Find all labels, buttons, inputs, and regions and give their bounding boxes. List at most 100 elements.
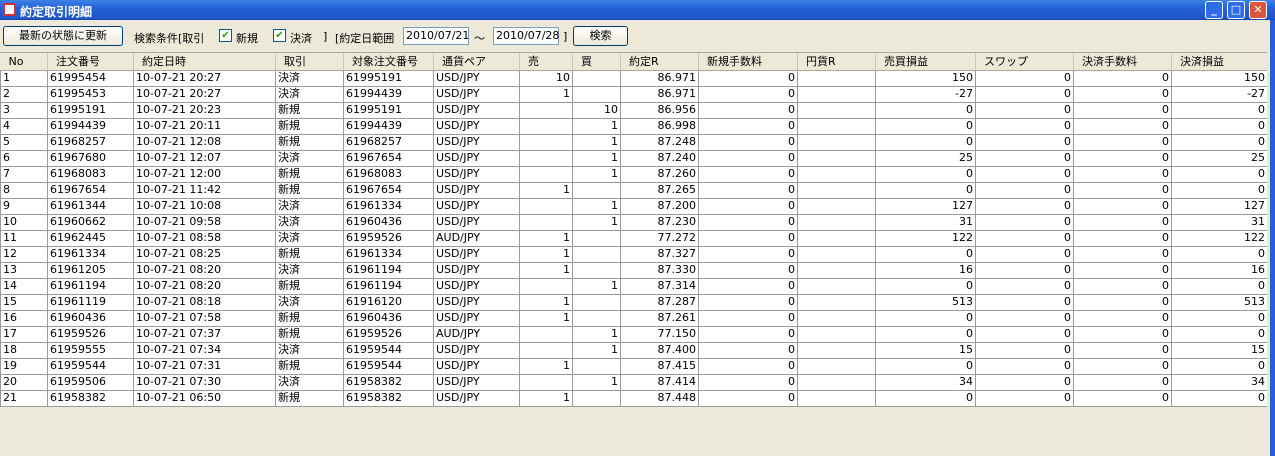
table-cell: 0: [698, 181, 798, 199]
column-header[interactable]: 注文番号: [47, 53, 134, 71]
column-header[interactable]: スワップ: [975, 53, 1074, 71]
table-cell: 61995453: [47, 85, 134, 103]
table-row[interactable]: 18 61959555 10-07-21 07:34 決済 61959544 USD/JP…: [0, 341, 1268, 359]
table-cell: [519, 373, 573, 391]
table-cell: 0: [875, 357, 976, 375]
table-cell: 0: [1073, 149, 1172, 167]
table-row[interactable]: 10 61960662 10-07-21 09:58 決済 61960436 USD/JP…: [0, 213, 1268, 231]
table-cell: 0: [1073, 341, 1172, 359]
table-cell: 16: [875, 261, 976, 279]
table-cell: [797, 261, 876, 279]
table-cell: 3: [0, 101, 48, 119]
column-header[interactable]: 決済手数料: [1073, 53, 1172, 71]
table-cell: 10-07-21 08:25: [133, 245, 276, 263]
column-header[interactable]: 通貨ペア: [433, 53, 520, 71]
table-cell: 86.971: [620, 85, 699, 103]
table-cell: 0: [1171, 165, 1268, 183]
table-row[interactable]: 1 61995454 10-07-21 20:27 決済 61995191 USD/JPY…: [0, 69, 1268, 87]
table-cell: 61995191: [343, 101, 434, 119]
table-cell: 61959544: [47, 357, 134, 375]
table-cell: [797, 245, 876, 263]
table-cell: 25: [1171, 149, 1268, 167]
maximize-button[interactable]: □: [1227, 1, 1245, 19]
table-row[interactable]: 6 61967680 10-07-21 12:07 決済 61967654 USD/JPY…: [0, 149, 1268, 167]
column-header[interactable]: 約定日時: [133, 53, 276, 71]
table-cell: 61961194: [47, 277, 134, 295]
table-cell: [797, 181, 876, 199]
table-row[interactable]: 4 61994439 10-07-21 20:11 新規 61994439 USD/JPY…: [0, 117, 1268, 135]
table-cell: 61959544: [343, 357, 434, 375]
table-row[interactable]: 16 61960436 10-07-21 07:58 新規 61960436 USD/JP…: [0, 309, 1268, 327]
table-row[interactable]: 8 61967654 10-07-21 11:42 新規 61967654 USD/JPY…: [0, 181, 1268, 199]
table-cell: 61961194: [343, 277, 434, 295]
table-row[interactable]: 13 61961205 10-07-21 08:20 決済 61961194 USD/JP…: [0, 261, 1268, 279]
refresh-button[interactable]: 最新の状態に更新: [3, 26, 123, 46]
table-cell: 61968257: [343, 133, 434, 151]
table-row[interactable]: 20 61959506 10-07-21 07:30 決済 61958382 USD/JP…: [0, 373, 1268, 391]
table-row[interactable]: 2 61995453 10-07-21 20:27 決済 61994439 USD/JPY…: [0, 85, 1268, 103]
column-header[interactable]: 約定R: [620, 53, 699, 71]
table-row[interactable]: 17 61959526 10-07-21 07:37 新規 61959526 AUD/JP…: [0, 325, 1268, 343]
table-cell: 10-07-21 11:42: [133, 181, 276, 199]
column-header[interactable]: No: [0, 53, 48, 71]
toolbar: 最新の状態に更新 検索条件[取引 ✔ 新規 ✔ 決済 ] [約定日範囲 2010…: [0, 24, 1275, 48]
table-cell: 61958382: [47, 389, 134, 407]
minimize-button[interactable]: _: [1205, 1, 1223, 19]
date-from-input[interactable]: 2010/07/21: [403, 27, 469, 45]
table-cell: 17: [0, 325, 48, 343]
table-cell: 86.971: [620, 69, 699, 87]
table-cell: 77.272: [620, 229, 699, 247]
settle-checkbox[interactable]: ✔: [273, 29, 286, 42]
table-cell: 決済: [275, 149, 344, 167]
table-cell: [519, 149, 573, 167]
new-checkbox[interactable]: ✔: [219, 29, 232, 42]
date-to-input[interactable]: 2010/07/28: [493, 27, 559, 45]
table-cell: 0: [1073, 277, 1172, 295]
table-cell: 10-07-21 20:27: [133, 69, 276, 87]
table-row[interactable]: 5 61968257 10-07-21 12:08 新規 61968257 USD/JPY…: [0, 133, 1268, 151]
column-header[interactable]: 売: [519, 53, 573, 71]
table-cell: 新規: [275, 357, 344, 375]
column-header[interactable]: 対象注文番号: [343, 53, 434, 71]
table-cell: 1: [572, 341, 621, 359]
column-header[interactable]: 取引: [275, 53, 344, 71]
table-cell: 1: [519, 309, 573, 327]
table-row[interactable]: 14 61961194 10-07-21 08:20 新規 61961194 USD/JP…: [0, 277, 1268, 295]
table-cell: 150: [875, 69, 976, 87]
search-button[interactable]: 検索: [573, 26, 628, 46]
table-cell: 61959544: [343, 341, 434, 359]
table-row[interactable]: 7 61968083 10-07-21 12:00 新規 61968083 USD/JPY…: [0, 165, 1268, 183]
table-cell: 0: [975, 261, 1074, 279]
table-cell: 1: [519, 245, 573, 263]
column-header[interactable]: 売買損益: [875, 53, 976, 71]
close-button[interactable]: ✕: [1249, 1, 1267, 19]
table-cell: 0: [1171, 117, 1268, 135]
table-row[interactable]: 21 61958382 10-07-21 06:50 新規 61958382 USD/JP…: [0, 389, 1268, 407]
table-row[interactable]: 9 61961344 10-07-21 10:08 決済 61961334 USD/JPY…: [0, 197, 1268, 215]
table-row[interactable]: 19 61959544 10-07-21 07:31 新規 61959544 USD/JP…: [0, 357, 1268, 375]
table-cell: 新規: [275, 309, 344, 327]
table-cell: [519, 341, 573, 359]
table-cell: 0: [698, 117, 798, 135]
table-cell: 61994439: [343, 117, 434, 135]
column-header[interactable]: 新規手数料: [698, 53, 798, 71]
column-header[interactable]: 円貨R: [797, 53, 876, 71]
table-cell: USD/JPY: [433, 293, 520, 311]
table-row[interactable]: 15 61961119 10-07-21 08:18 決済 61916120 USD/JP…: [0, 293, 1268, 311]
table-cell: 87.200: [620, 197, 699, 215]
table-cell: 16: [0, 309, 48, 327]
table-cell: 0: [975, 181, 1074, 199]
column-header[interactable]: 決済損益: [1171, 53, 1268, 71]
table-cell: 87.327: [620, 245, 699, 263]
table-cell: 15: [0, 293, 48, 311]
table-row[interactable]: 3 61995191 10-07-21 20:23 新規 61995191 USD/JPY…: [0, 101, 1268, 119]
table-cell: 0: [698, 325, 798, 343]
table-cell: 10-07-21 07:58: [133, 309, 276, 327]
column-header[interactable]: 買: [572, 53, 621, 71]
table-row[interactable]: 12 61961334 10-07-21 08:25 新規 61961334 USD/JP…: [0, 245, 1268, 263]
table-row[interactable]: 11 61962445 10-07-21 08:58 決済 61959526 AUD/JP…: [0, 229, 1268, 247]
table-cell: 0: [1171, 389, 1268, 407]
table-cell: 61959555: [47, 341, 134, 359]
table-cell: 0: [875, 389, 976, 407]
table-cell: 1: [519, 261, 573, 279]
